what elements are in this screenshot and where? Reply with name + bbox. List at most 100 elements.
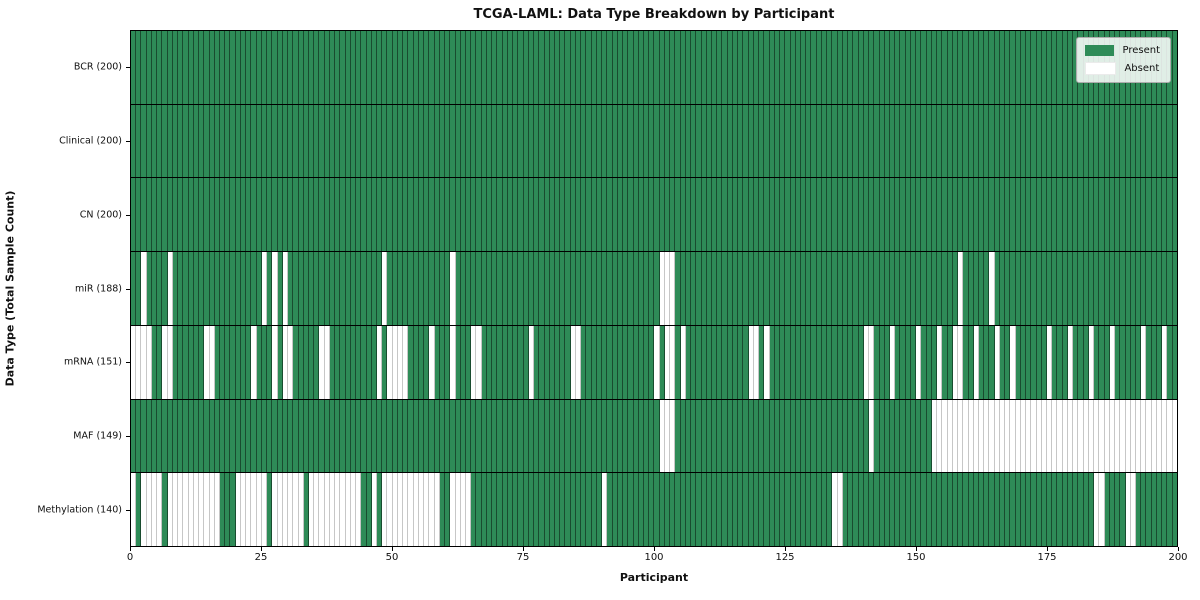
heatmap-cell [900,31,906,104]
heatmap-cell [832,399,838,473]
heatmap-cell [303,399,309,473]
heatmap-cell [999,473,1006,547]
y-tick-mark [126,436,130,438]
heatmap-cell [528,325,535,399]
heatmap-cell [136,104,142,178]
heatmap-cell [1088,473,1095,547]
heatmap-cell [973,252,979,325]
heatmap-cell [288,178,294,252]
heatmap-cell [790,104,796,178]
heatmap-cell [691,31,697,104]
heatmap-cell [408,252,414,325]
heatmap-cell [801,473,807,547]
heatmap-cell [1167,252,1173,325]
heatmap-cell [251,399,257,473]
heatmap-cell [743,178,749,252]
heatmap-cell [282,252,289,325]
heatmap-cell [1083,399,1089,473]
heatmap-cell [670,473,676,547]
heatmap-cell [774,104,781,178]
heatmap-cell [675,399,681,473]
heatmap-cell [481,178,487,252]
heatmap-cell [167,399,173,473]
heatmap-cell [387,252,393,325]
heatmap-cell [371,325,378,399]
heatmap-cell [591,325,597,399]
heatmap-cell [764,252,770,325]
heatmap-cell [554,252,561,325]
heatmap-cell [848,178,854,252]
heatmap-cell [497,473,503,547]
heatmap-cell [1146,252,1152,325]
heatmap-cell [523,104,529,178]
heatmap-cell [183,399,189,473]
heatmap-cell [382,325,388,399]
heatmap-cell [1052,31,1058,104]
heatmap-cell [303,473,309,547]
heatmap-cell [523,31,529,104]
x-tick-mark [392,547,393,551]
heatmap-cell [732,325,739,399]
heatmap-cell [654,252,660,325]
heatmap-cell [623,399,629,473]
heatmap-cell [664,473,671,547]
heatmap-cell [434,31,440,104]
heatmap-cell [240,399,247,473]
heatmap-cell [1104,252,1110,325]
heatmap-cell [848,104,854,178]
heatmap-cell [225,473,231,547]
heatmap-cell [884,473,890,547]
heatmap-cell [1172,473,1177,547]
heatmap-cell [1151,252,1157,325]
heatmap-cell [942,325,948,399]
heatmap-cell [188,31,194,104]
heatmap-cell [806,252,812,325]
heatmap-cell [926,473,932,547]
heatmap-cell [999,104,1006,178]
heatmap-cell [225,104,231,178]
heatmap-row-CN [131,177,1177,252]
heatmap-cell [277,104,283,178]
heatmap-cell [1120,104,1126,178]
heatmap-cell [989,31,995,104]
heatmap-cell [209,473,215,547]
heatmap-cell [162,252,168,325]
heatmap-cell [968,178,974,252]
heatmap-cell [947,399,953,473]
heatmap-cell [1062,473,1068,547]
heatmap-cell [790,473,796,547]
heatmap-cell [219,399,226,473]
heatmap-cell [869,178,875,252]
heatmap-cell [1052,473,1058,547]
heatmap-cell [1141,104,1147,178]
heatmap-cell [774,252,781,325]
heatmap-cell [450,104,456,178]
heatmap-cell [235,252,241,325]
heatmap-cell [753,325,760,399]
heatmap-cell [1099,473,1105,547]
heatmap-cell [774,178,781,252]
heatmap-cell [277,325,283,399]
heatmap-cell [261,178,268,252]
heatmap-cell [486,252,493,325]
heatmap-cell [319,178,325,252]
heatmap-cell [382,178,388,252]
heatmap-cell [994,399,1000,473]
heatmap-cell [1125,104,1131,178]
heatmap-cell [308,31,315,104]
heatmap-cell [952,178,959,252]
heatmap-cell [366,178,372,252]
heatmap-cell [199,31,205,104]
heatmap-cell [916,399,922,473]
heatmap-cell [1047,473,1053,547]
heatmap-cell [685,104,692,178]
heatmap-cell [869,473,875,547]
heatmap-cell [717,473,723,547]
heatmap-cell [1052,252,1058,325]
heatmap-cell [246,325,252,399]
heatmap-cell [889,31,896,104]
heatmap-cell [827,325,833,399]
heatmap-cell [518,399,524,473]
heatmap-cell [853,325,859,399]
heatmap-cell [712,399,718,473]
